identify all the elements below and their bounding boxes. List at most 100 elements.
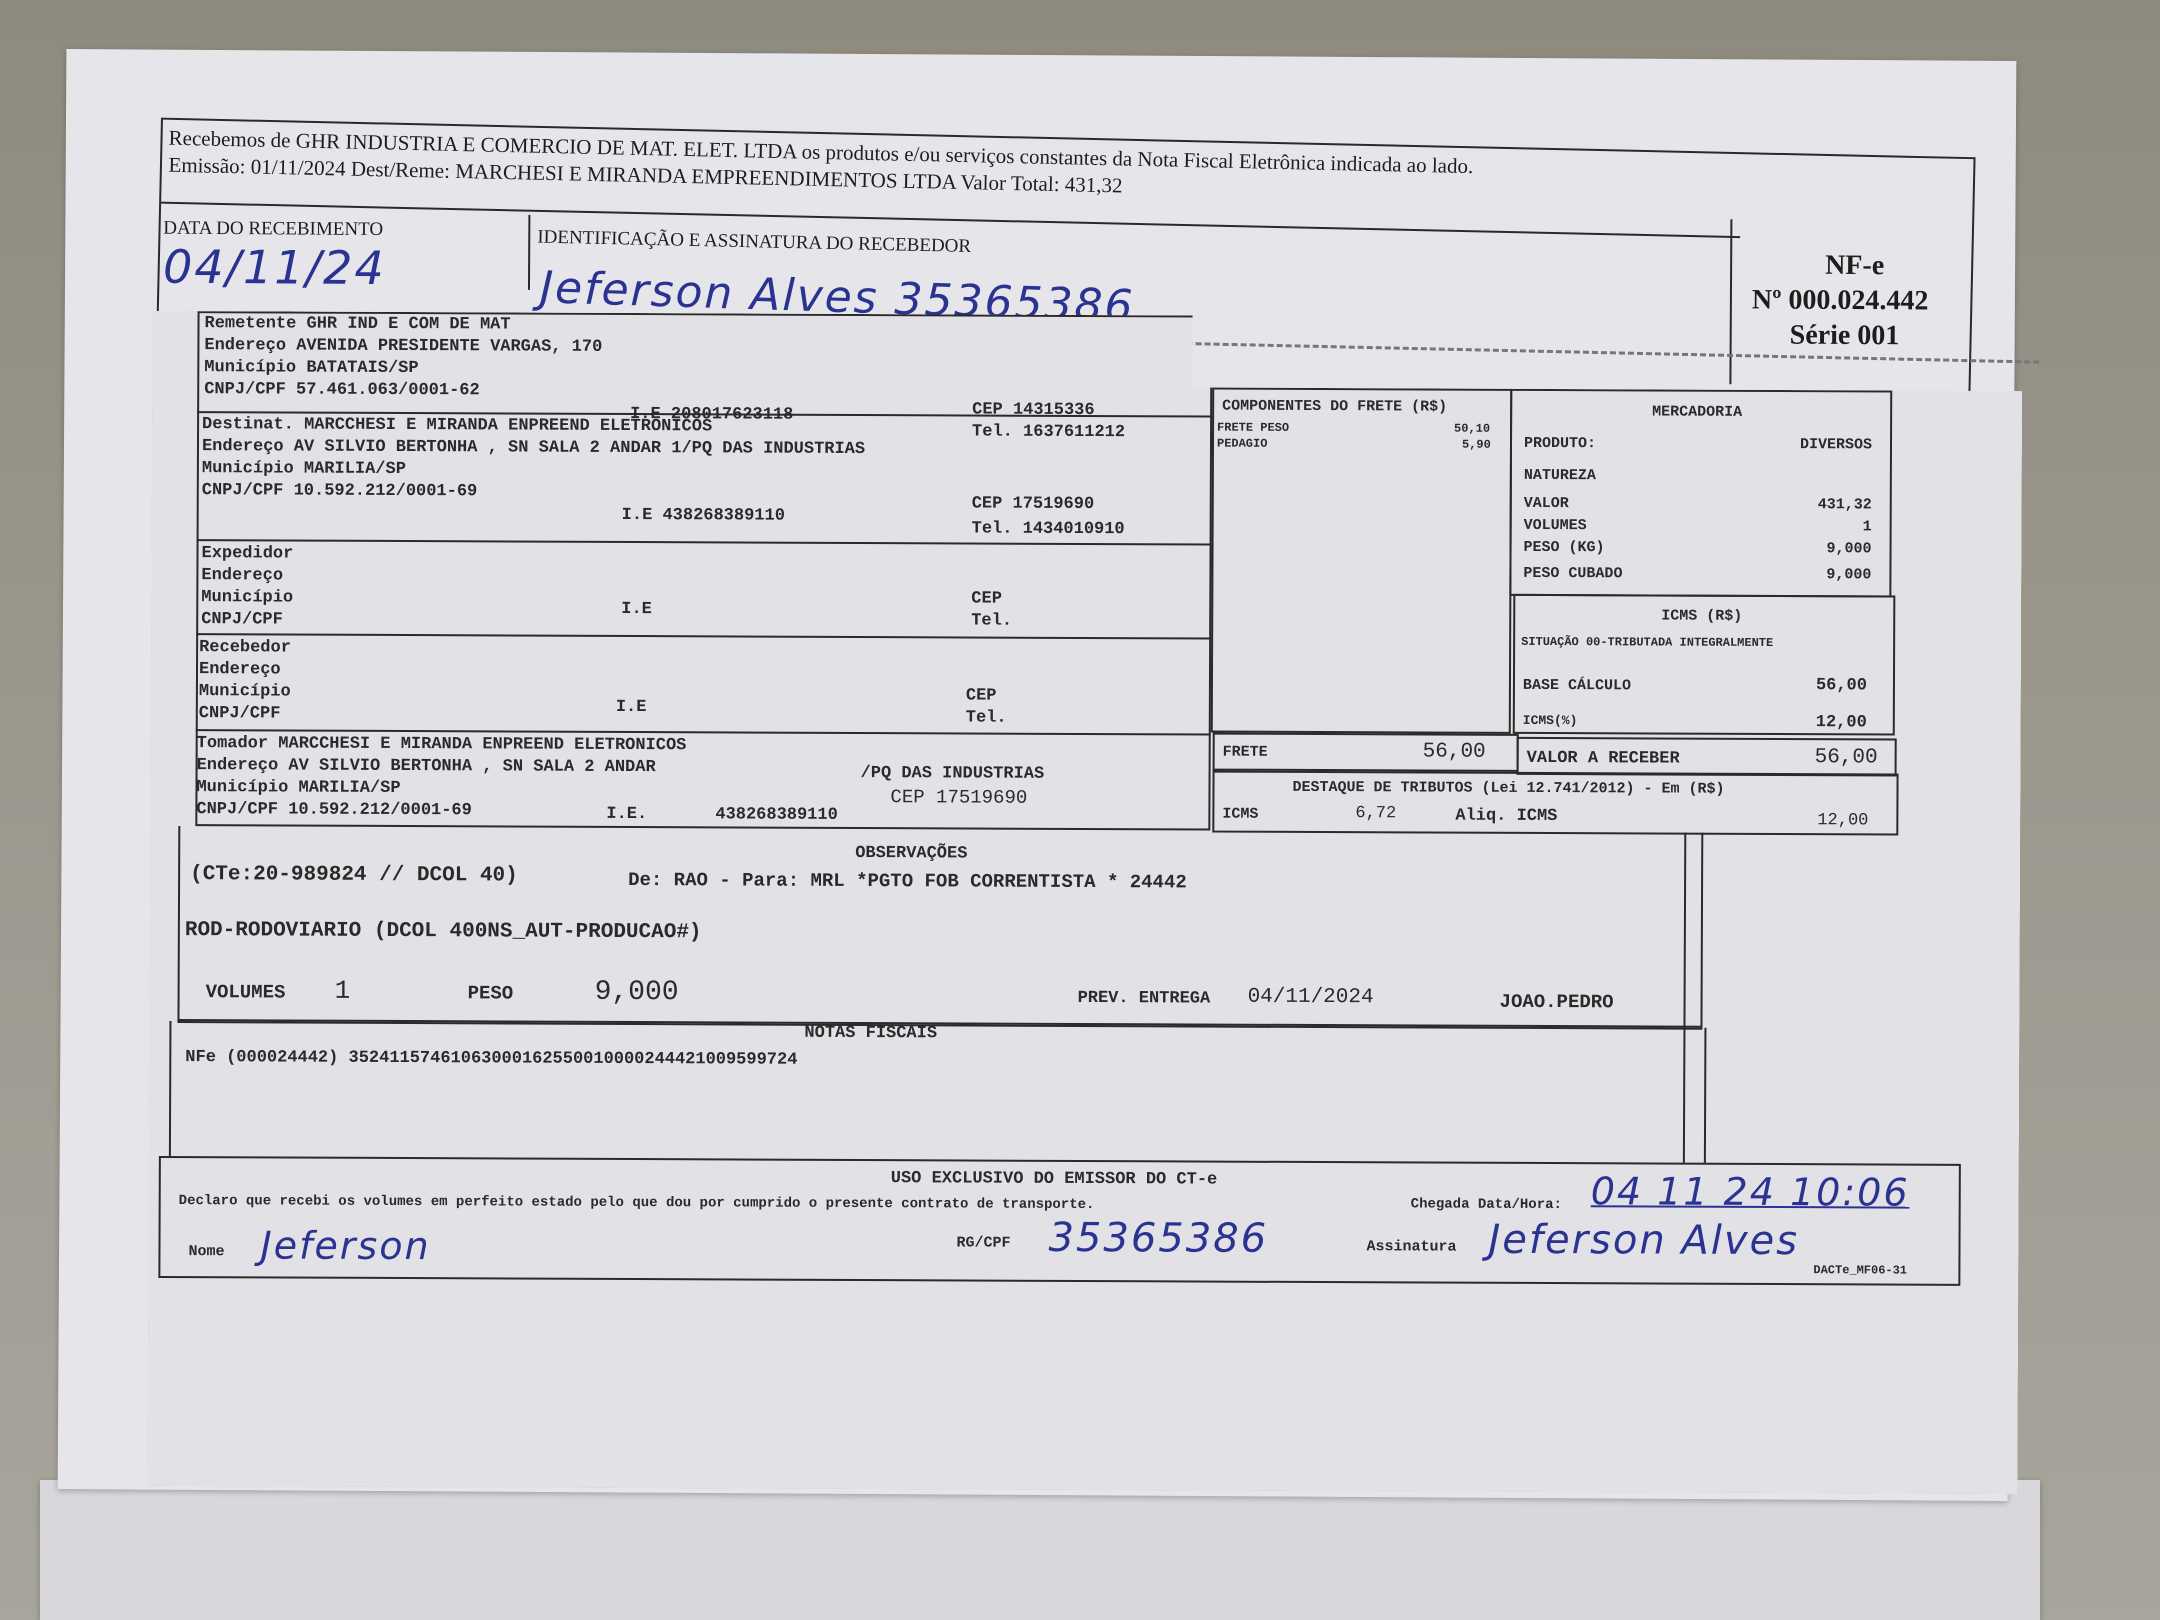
uso-title: USO EXCLUSIVO DO EMISSOR DO CT-e	[890, 1169, 1218, 1190]
volumes-value: 1	[334, 975, 351, 1006]
receber-value: 56,00	[1814, 746, 1878, 770]
date-label: DATA DO RECEBIMENTO	[163, 217, 384, 240]
componentes-title: COMPONENTES DO FRETE (R$)	[1222, 397, 1448, 416]
destaque-icms-value: 6,72	[1355, 804, 1397, 824]
mercadoria-value: DIVERSOS	[1799, 436, 1873, 454]
remetente-section: Remetente GHR IND E COM DE MAT Endereço …	[204, 313, 602, 403]
recebedor-cnpj-label: CNPJ/CPF	[198, 704, 281, 724]
assinatura-signature: Jeferson Alves	[1488, 1216, 1800, 1265]
tomador-label: Tomador	[196, 734, 269, 754]
componente-label: FRETE PESO	[1217, 420, 1290, 435]
tomador-endereco: AV SILVIO BERTONHA , SN SALA 2 ANDAR	[288, 756, 656, 778]
tomador-name: MARCCHESI E MIRANDA ENPREEND ELETRONICOS	[278, 734, 687, 756]
rg-value: 35365386	[1048, 1214, 1269, 1262]
destinatario-cnpj-label: CNPJ/CPF	[201, 481, 284, 501]
destinatario-section: Destinat. MARCCHESI E MIRANDA ENPREEND E…	[202, 414, 866, 505]
volumes-label: VOLUMES	[205, 981, 286, 1004]
destinatario-municipio: MARILIA/SP	[303, 459, 406, 480]
mercadoria-label: PESO CUBADO	[1523, 564, 1623, 583]
remetente-cnpj-label: CNPJ/CPF	[204, 380, 286, 400]
mercadoria-label: NATUREZA	[1523, 466, 1596, 485]
mercadoria-value: 1	[1862, 518, 1872, 536]
date-value: 04/11/24	[162, 239, 386, 296]
mercadoria-label: VALOR	[1523, 494, 1569, 513]
tomador-cep: CEP 17519690	[890, 786, 1028, 809]
nfe-number: Nº 000.024.442	[1751, 284, 1929, 317]
destinatario-endereco: AV SILVIO BERTONHA , SN SALA 2 ANDAR 1/P…	[293, 437, 866, 460]
observacoes-title: OBSERVAÇÕES	[855, 843, 968, 864]
assinatura-label: Assinatura	[1366, 1238, 1457, 1256]
expedidor-end-label: Endereço	[201, 566, 284, 586]
expedidor-mun-label: Município	[201, 588, 294, 608]
chegada-value: 04 11 24 10:06	[1590, 1169, 1910, 1215]
recebedor-cep: CEP	[965, 686, 997, 706]
destinatario-name: MARCCHESI E MIRANDA ENPREEND ELETRONICOS	[304, 415, 713, 437]
destinatario-cep: CEP 17519690	[971, 494, 1095, 515]
destinatario-ie: I.E 438268389110	[621, 505, 785, 526]
observacoes-rota: De: RAO - Para: MRL *PGTO FOB CORRENTIST…	[628, 869, 1187, 894]
tomador-ie: 438268389110	[715, 805, 838, 825]
destinatario-end-label: Endereço	[201, 437, 284, 457]
mercadoria-value: 9,000	[1826, 540, 1872, 558]
mercadoria-title: MERCADORIA	[1652, 403, 1743, 421]
destaque-title: DESTAQUE DE TRIBUTOS (Lei 12.741/2012) -…	[1292, 778, 1725, 798]
tomador-mun-label: Município	[196, 778, 289, 798]
componente-value: 5,90	[1461, 437, 1491, 452]
remetente-municipio: BATATAIS/SP	[306, 358, 419, 379]
mercadoria-label: VOLUMES	[1523, 516, 1587, 535]
destaque-icms-label: ICMS	[1222, 805, 1259, 823]
receber-label: VALOR A RECEBER	[1526, 748, 1680, 769]
tomador-municipio: MARILIA/SP	[298, 778, 401, 799]
destinatario-label: Destinat.	[202, 415, 294, 435]
emissor-user: JOAO.PEDRO	[1499, 990, 1614, 1014]
left-border	[169, 1021, 172, 1156]
mercadoria-label: PESO (KG)	[1523, 538, 1605, 557]
expedidor-label: Expedidor	[201, 544, 294, 564]
remetente-name: GHR IND E COM DE MAT	[306, 314, 511, 335]
componente-value: 50,10	[1454, 421, 1491, 436]
destaque-aliq-value: 12,00	[1817, 811, 1869, 831]
frete-label: FRETE	[1222, 743, 1268, 761]
nome-value: Jeferson	[260, 1223, 431, 1269]
recebedor-ie: I.E	[615, 697, 647, 718]
mercadoria-label: PRODUTO:	[1523, 434, 1597, 453]
icms-pct-label: ICMS(%)	[1522, 712, 1578, 729]
expedidor-cep: CEP	[971, 589, 1002, 609]
right-border	[1704, 1028, 1707, 1163]
observacoes-modal: ROD-RODOVIARIO (DCOL 400NS_AUT-PRODUCAO#…	[184, 919, 702, 945]
recebedor-mun-label: Município	[198, 682, 291, 702]
rg-label: RG/CPF	[956, 1234, 1011, 1252]
destinatario-cnpj: 10.592.212/0001-69	[293, 481, 478, 502]
nfe-serie: Série 001	[1789, 319, 1900, 352]
remetente-cep: CEP 14315336	[972, 400, 1095, 421]
remetente-end-label: Endereço	[204, 336, 287, 356]
prev-entrega-label: PREV. ENTREGA	[1077, 988, 1211, 1009]
notas-nfe: NFe (000024442) 352411574610630001625500…	[185, 1048, 798, 1070]
expedidor-ie: I.E	[621, 599, 652, 620]
tomador-bairro: /PQ DAS INDUSTRIAS	[860, 764, 1045, 784]
expedidor-tel: Tel.	[971, 611, 1013, 631]
tomador-ie-label: I.E.	[606, 804, 648, 825]
icms-base-label: BASE CÁLCULO	[1522, 676, 1632, 695]
destinatario-mun-label: Município	[201, 459, 294, 479]
recebedor-label: Recebedor	[199, 638, 291, 658]
frete-value: 56,00	[1422, 740, 1486, 764]
nome-label: Nome	[188, 1243, 225, 1261]
recebedor-tel: Tel.	[965, 708, 1007, 728]
icms-base-value: 56,00	[1815, 676, 1868, 696]
icms-pct-value: 12,00	[1815, 713, 1867, 733]
observacoes-cte: (CTe:20-989824 // DCOL 40)	[190, 863, 518, 888]
icms-situacao: SITUAÇÃO 00-TRIBUTADA INTEGRALMENTE	[1521, 634, 1774, 651]
recebedor-section: Recebedor Endereço Município CNPJ/CPF	[199, 637, 291, 725]
peso-value: 9,000	[594, 976, 679, 1009]
remetente-label: Remetente	[204, 314, 297, 334]
chegada-label: Chegada Data/Hora:	[1410, 1196, 1562, 1214]
destinatario-tel: Tel. 1434010910	[971, 519, 1125, 540]
mercadoria-value: 9,000	[1826, 566, 1872, 584]
expedidor-cnpj-label: CNPJ/CPF	[201, 610, 283, 630]
cte-sheet: Remetente GHR IND E COM DE MAT Endereço …	[147, 311, 2022, 1494]
back-sheet	[40, 1480, 2040, 1620]
notas-title: NOTAS FISCAIS	[804, 1023, 938, 1044]
destaque-aliq-label: Aliq. ICMS	[1455, 806, 1558, 827]
remetente-cnpj: 57.461.063/0001-62	[296, 380, 480, 401]
